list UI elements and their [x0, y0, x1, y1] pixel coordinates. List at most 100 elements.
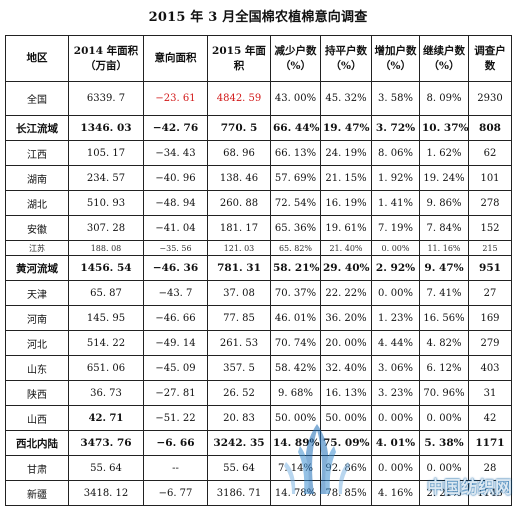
survey-count-cell: 101 [468, 165, 512, 191]
area-2014-cell: 42. 71 [68, 405, 144, 431]
area-2014-cell: 3473. 76 [68, 430, 144, 456]
continue-cell: 4. 82% [419, 330, 469, 356]
decrease-cell: 58. 42% [270, 355, 321, 381]
region-cell: 陕西 [5, 380, 69, 406]
area-2015-cell: 4842. 59 [207, 81, 271, 116]
header-area-2015: 2015 年面积 [207, 35, 271, 82]
decrease-cell: 46. 01% [270, 305, 321, 331]
flat-cell: 24. 19% [320, 140, 372, 166]
header-region: 地区 [5, 35, 69, 82]
header-increase: 增加户数（%） [371, 35, 420, 82]
region-cell: 黄河流域 [5, 255, 69, 281]
increase-cell: 4. 01% [371, 430, 420, 456]
flat-cell: 21. 40% [320, 240, 372, 256]
flat-cell: 36. 20% [320, 305, 372, 331]
increase-cell: 1. 92% [371, 165, 420, 191]
area-2015-cell: 260. 88 [207, 190, 271, 216]
area-2015-cell: 770. 5 [207, 115, 271, 141]
decrease-cell: 65. 36% [270, 215, 321, 241]
flat-cell: 22. 22% [320, 280, 372, 306]
table-row: 全国 6339. 7 −23. 61 4842. 59 43. 00% 45. 32% 3.… [5, 81, 512, 116]
increase-cell: 7. 19% [371, 215, 420, 241]
continue-cell: 8. 09% [419, 81, 469, 116]
survey-count-cell: 42 [468, 405, 512, 431]
decrease-cell: 57. 69% [270, 165, 321, 191]
area-2015-cell: 121. 03 [207, 240, 271, 256]
continue-cell: 2. 21% [419, 480, 469, 506]
table-row: 河北 514. 22 −49. 14 261. 53 70. 74% 20. 00% 4. … [5, 330, 512, 356]
survey-table: 地区 2014 年面积（万亩） 意向面积 2015 年面积 减少户数（%） 持平… [5, 35, 512, 506]
increase-cell: 0. 00% [371, 405, 420, 431]
region-cell: 全国 [5, 81, 69, 116]
flat-cell: 20. 00% [320, 330, 372, 356]
table-row: 长江流域 1346. 03 −42. 76 770. 5 66. 44% 19. 47% 3… [5, 115, 512, 141]
flat-cell: 19. 61% [320, 215, 372, 241]
header-intent-area: 意向面积 [143, 35, 208, 82]
intent-area-cell: −6. 66 [143, 430, 208, 456]
increase-cell: 0. 00% [371, 240, 420, 256]
intent-area-cell: −41. 04 [143, 215, 208, 241]
area-2015-cell: 3186. 71 [207, 480, 271, 506]
table-row: 湖北 510. 93 −48. 94 260. 88 72. 54% 16. 19% 1. … [5, 190, 512, 216]
increase-cell: 3. 72% [371, 115, 420, 141]
header-flat: 持平户数（%） [320, 35, 372, 82]
continue-cell: 70. 96% [419, 380, 469, 406]
region-cell: 湖南 [5, 165, 69, 191]
decrease-cell: 70. 74% [270, 330, 321, 356]
area-2014-cell: 3418. 12 [68, 480, 144, 506]
region-cell: 湖北 [5, 190, 69, 216]
region-cell: 西北内陆 [5, 430, 69, 456]
region-cell: 甘肃 [5, 455, 69, 481]
intent-area-cell: −23. 61 [143, 81, 208, 116]
table-row: 湖南 234. 57 −40. 96 138. 46 57. 69% 21. 15% 1. … [5, 165, 512, 191]
decrease-cell: 14. 78% [270, 480, 321, 506]
flat-cell: 75. 09% [320, 430, 372, 456]
continue-cell: 0. 00% [419, 455, 469, 481]
region-cell: 江苏 [5, 240, 69, 256]
increase-cell: 8. 06% [371, 140, 420, 166]
area-2014-cell: 307. 28 [68, 215, 144, 241]
intent-area-cell: −27. 81 [143, 380, 208, 406]
region-cell: 新疆 [5, 480, 69, 506]
intent-area-cell: −49. 14 [143, 330, 208, 356]
increase-cell: 1. 23% [371, 305, 420, 331]
region-cell: 江西 [5, 140, 69, 166]
table-row: 黄河流域 1456. 54 −46. 36 781. 31 58. 21% 29. 40%… [5, 255, 512, 281]
decrease-cell: 66. 13% [270, 140, 321, 166]
table-header-row: 地区 2014 年面积（万亩） 意向面积 2015 年面积 减少户数（%） 持平… [5, 35, 512, 82]
header-area-2014: 2014 年面积（万亩） [68, 35, 144, 82]
table-row: 甘肃 55. 64 -- 55. 64 7. 14% 92. 86% 0. 00% 0. 00… [5, 455, 512, 481]
intent-area-cell: −34. 43 [143, 140, 208, 166]
continue-cell: 7. 84% [419, 215, 469, 241]
decrease-cell: 7. 14% [270, 455, 321, 481]
survey-count-cell: 951 [468, 255, 512, 281]
area-2015-cell: 77. 85 [207, 305, 271, 331]
continue-cell: 6. 12% [419, 355, 469, 381]
increase-cell: 0. 00% [371, 455, 420, 481]
survey-count-cell: 279 [468, 330, 512, 356]
table-row: 陕西 36. 73 −27. 81 26. 52 9. 68% 16. 13% 3. 23%… [5, 380, 512, 406]
area-2015-cell: 181. 17 [207, 215, 271, 241]
decrease-cell: 72. 54% [270, 190, 321, 216]
area-2015-cell: 20. 83 [207, 405, 271, 431]
survey-count-cell: 215 [468, 240, 512, 256]
table-row: 安徽 307. 28 −41. 04 181. 17 65. 36% 19. 61% 7. … [5, 215, 512, 241]
table-body: 全国 6339. 7 −23. 61 4842. 59 43. 00% 45. 32% 3.… [5, 81, 512, 506]
decrease-cell: 14. 89% [270, 430, 321, 456]
area-2015-cell: 26. 52 [207, 380, 271, 406]
increase-cell: 3. 58% [371, 81, 420, 116]
table-row: 河南 145. 95 −46. 66 77. 85 46. 01% 36. 20% 1. 2… [5, 305, 512, 331]
region-cell: 山东 [5, 355, 69, 381]
flat-cell: 21. 15% [320, 165, 372, 191]
continue-cell: 9. 86% [419, 190, 469, 216]
area-2014-cell: 36. 73 [68, 380, 144, 406]
continue-cell: 7. 41% [419, 280, 469, 306]
intent-area-cell: −51. 22 [143, 405, 208, 431]
intent-area-cell: −42. 76 [143, 115, 208, 141]
decrease-cell: 50. 00% [270, 405, 321, 431]
region-cell: 河南 [5, 305, 69, 331]
header-continue: 继续户数（%） [419, 35, 469, 82]
table-row: 山东 651. 06 −45. 09 357. 5 58. 42% 32. 40% 3. 0… [5, 355, 512, 381]
continue-cell: 16. 56% [419, 305, 469, 331]
continue-cell: 19. 24% [419, 165, 469, 191]
